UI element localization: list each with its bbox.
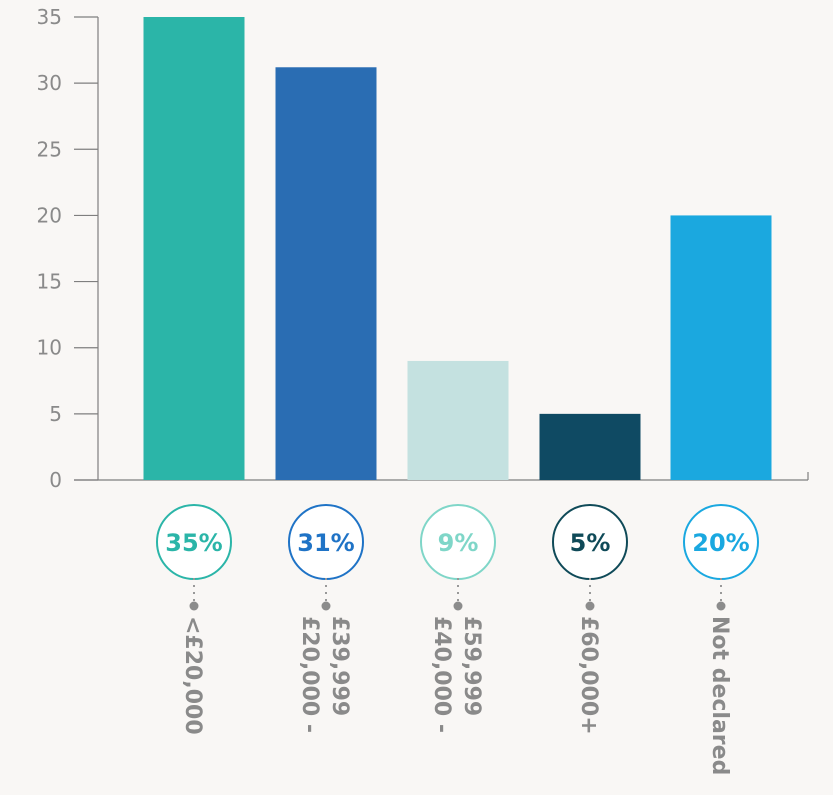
category-label-line: £40,000 -: [429, 616, 454, 733]
percent-label: 31%: [297, 529, 354, 557]
chart-bars: [143, 17, 772, 481]
chart-axes: 0 5 10 15 20 25 30 35: [37, 5, 809, 492]
leader-dot: [321, 601, 331, 611]
bar: [275, 67, 377, 481]
y-tick-label: 10: [37, 336, 62, 360]
category-label-line: £39,999: [327, 616, 352, 716]
y-tick-label: 35: [37, 5, 62, 29]
category-label-line: Not declared: [707, 616, 732, 775]
leader-dot: [585, 601, 595, 611]
category-label-line: <£20,000: [180, 616, 205, 735]
leader-dot: [189, 601, 199, 611]
category-label-line: £59,999: [459, 616, 484, 716]
bar: [407, 360, 509, 480]
leader-dot: [453, 601, 463, 611]
category-label: £20,000 - £39,999: [297, 616, 352, 733]
category-label: £60,000+: [576, 616, 601, 735]
percent-badges: 35% 31% 9% 5% 20%: [156, 504, 759, 611]
bar: [670, 215, 772, 480]
y-tick-label: 15: [37, 270, 62, 294]
percent-label: 35%: [165, 529, 222, 557]
percent-label: 5%: [570, 529, 611, 557]
y-tick-label: 20: [37, 203, 62, 227]
category-label: Not declared: [707, 616, 732, 775]
category-label: £40,000 - £59,999: [429, 616, 484, 733]
bar: [143, 17, 245, 480]
category-label: <£20,000: [180, 616, 205, 735]
y-tick-label: 5: [49, 402, 62, 426]
category-label-line: £20,000 -: [297, 616, 322, 733]
leader-dot: [716, 601, 726, 611]
bar: [539, 413, 641, 480]
y-tick-label: 25: [37, 137, 62, 161]
y-tick-label: 30: [37, 71, 62, 95]
percent-label: 20%: [692, 529, 749, 557]
y-tick-label: 0: [49, 468, 62, 492]
category-labels: <£20,000 £20,000 - £39,999 £40,000 - £59,999…: [180, 616, 732, 775]
percent-label: 9%: [438, 529, 479, 557]
category-label-line: £60,000+: [576, 616, 601, 735]
